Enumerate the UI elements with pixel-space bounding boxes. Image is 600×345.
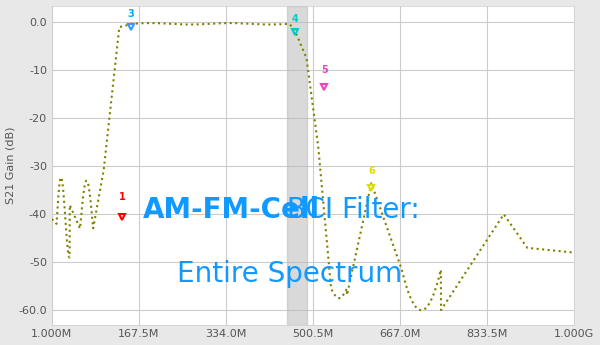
Text: AM-FM-Cell: AM-FM-Cell — [143, 196, 320, 224]
Text: 5: 5 — [321, 65, 328, 75]
Text: 4: 4 — [291, 14, 298, 24]
Bar — [287, 6, 307, 325]
Text: 1: 1 — [119, 192, 125, 202]
Text: 6: 6 — [368, 166, 375, 176]
Y-axis label: S21 Gain (dB): S21 Gain (dB) — [5, 126, 16, 204]
Text: BCI Filter:: BCI Filter: — [278, 196, 420, 224]
Text: Entire Spectrum: Entire Spectrum — [177, 259, 403, 287]
Text: 3: 3 — [127, 9, 134, 19]
